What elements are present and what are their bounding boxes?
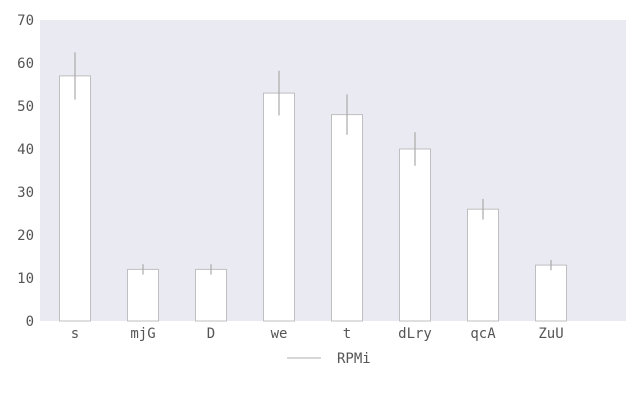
x-tick-label: qcA <box>470 326 496 342</box>
x-tick-label: t <box>343 326 351 342</box>
bar <box>331 114 363 322</box>
y-axis-ticks: 0 10 20 30 40 50 60 70 <box>17 13 34 330</box>
bar <box>467 208 499 322</box>
x-tick-label: dLry <box>398 326 432 342</box>
bar <box>399 148 431 322</box>
y-tick-label: 50 <box>17 99 34 115</box>
bar <box>127 268 159 322</box>
bar <box>59 75 91 322</box>
y-tick-label: 20 <box>17 228 34 244</box>
x-tick-label: D <box>207 326 215 342</box>
bar <box>263 92 295 322</box>
x-tick-label: we <box>271 326 288 342</box>
x-tick-label: mjG <box>130 326 155 342</box>
y-tick-label: 40 <box>17 142 34 158</box>
bar <box>195 268 227 322</box>
y-tick-label: 0 <box>26 314 34 330</box>
y-tick-label: 30 <box>17 185 34 201</box>
legend-label: RPMi <box>337 351 371 367</box>
x-tick-label: s <box>71 326 79 342</box>
y-tick-label: 70 <box>17 13 34 29</box>
legend: RPMi <box>287 351 371 367</box>
error-bars <box>74 52 552 275</box>
y-tick-label: 60 <box>17 56 34 72</box>
y-tick-label: 10 <box>17 271 34 287</box>
bars <box>59 75 567 322</box>
bar <box>535 264 567 322</box>
x-tick-label: ZuU <box>538 326 563 342</box>
